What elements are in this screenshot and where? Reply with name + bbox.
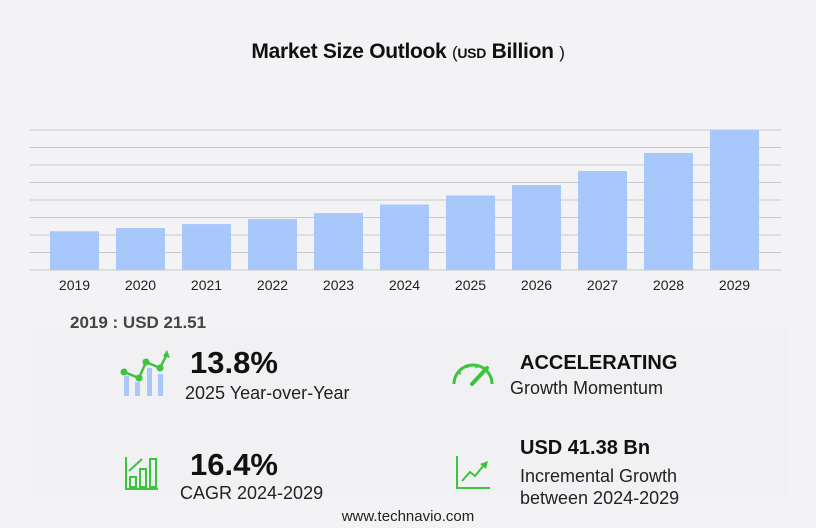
title-unit-word: Billion xyxy=(491,40,554,63)
title-main: Market Size Outlook xyxy=(251,40,447,63)
x-tick-label: 2027 xyxy=(587,277,618,293)
x-tick-label: 2022 xyxy=(257,277,288,293)
stats-panel xyxy=(32,328,790,496)
cagr-label: CAGR 2024-2029 xyxy=(180,483,324,503)
base-year-value: 2019 : USD 21.51 xyxy=(70,313,207,332)
bar-2020 xyxy=(116,228,165,270)
bar-2029 xyxy=(710,130,759,270)
x-tick-label: 2026 xyxy=(521,277,552,293)
bar-chart-arrow-icon xyxy=(125,457,158,490)
incremental-label-2: between 2024-2029 xyxy=(520,488,680,508)
x-tick-label: 2019 xyxy=(59,277,90,293)
incremental-label-1: Incremental Growth xyxy=(520,466,678,486)
cagr-value: 16.4% xyxy=(190,447,278,482)
bar-2021 xyxy=(182,224,231,270)
chart-title: Market Size Outlook (USD Billion ) xyxy=(0,40,816,64)
yoy-value: 13.8% xyxy=(190,345,278,380)
x-tick-label: 2028 xyxy=(653,277,684,293)
bar-2027 xyxy=(578,170,627,270)
yoy-label: 2025 Year-over-Year xyxy=(185,383,350,403)
bar-2024 xyxy=(380,204,429,270)
bar-2019 xyxy=(50,231,99,270)
momentum-label: Growth Momentum xyxy=(510,378,664,398)
footer-website: www.technavio.com xyxy=(341,508,475,525)
incremental-value: USD 41.38 Bn xyxy=(520,437,651,459)
title-paren-close: ) xyxy=(559,43,565,62)
x-tick-label: 2020 xyxy=(125,277,156,293)
bar-2022 xyxy=(248,219,297,270)
line-chart-up-icon xyxy=(456,456,490,489)
bar-2025 xyxy=(446,195,495,270)
title-paren-open: ( xyxy=(451,43,458,62)
x-tick-label: 2023 xyxy=(323,277,354,293)
x-tick-label: 2021 xyxy=(191,277,222,293)
title-unit: USD xyxy=(457,45,487,61)
bar-2028 xyxy=(644,152,693,270)
momentum-value: ACCELERATING xyxy=(520,352,678,374)
speedometer-icon xyxy=(452,363,494,386)
bar-2026 xyxy=(512,184,561,270)
bar-chart: 2019 2020 2021 2022 2023 2024 2025 2026 2027 2028… xyxy=(30,129,781,293)
bar-2023 xyxy=(314,213,363,270)
chart-growth-icon xyxy=(120,350,170,396)
x-tick-label: 2024 xyxy=(389,277,420,293)
x-tick-label: 2029 xyxy=(719,277,750,293)
x-tick-label: 2025 xyxy=(455,277,486,293)
